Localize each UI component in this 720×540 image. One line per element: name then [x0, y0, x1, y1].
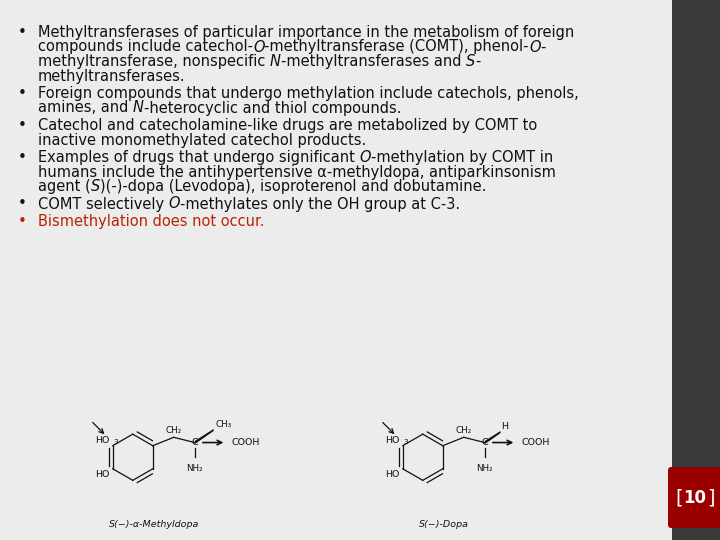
- Polygon shape: [485, 431, 500, 444]
- Text: 3: 3: [114, 438, 118, 444]
- Text: HO: HO: [95, 436, 109, 444]
- Text: compounds include catechol-: compounds include catechol-: [38, 39, 253, 55]
- Text: HO: HO: [385, 470, 400, 479]
- Text: COMT selectively: COMT selectively: [38, 197, 168, 212]
- Text: H: H: [502, 422, 508, 431]
- Text: C: C: [482, 438, 488, 447]
- Text: methyltransferase, nonspecific: methyltransferase, nonspecific: [38, 54, 270, 69]
- Text: S: S: [91, 179, 100, 194]
- Text: Examples of drugs that undergo significant: Examples of drugs that undergo significa…: [38, 150, 359, 165]
- Text: -methyltransferase (COMT), phenol-: -methyltransferase (COMT), phenol-: [264, 39, 529, 55]
- Text: S(−)-α-Methyldopa: S(−)-α-Methyldopa: [109, 520, 199, 529]
- Text: agent (: agent (: [38, 179, 91, 194]
- Text: 3: 3: [404, 438, 408, 444]
- Text: •: •: [18, 197, 27, 212]
- Text: ]: ]: [708, 489, 715, 508]
- Text: •: •: [18, 118, 27, 133]
- Text: •: •: [18, 25, 27, 40]
- Text: Catechol and catecholamine-like drugs are metabolized by COMT to: Catechol and catecholamine-like drugs ar…: [38, 118, 537, 133]
- Text: -methylates only the OH group at C-3.: -methylates only the OH group at C-3.: [180, 197, 460, 212]
- Text: )(-)-dopa (Levodopa), isoproterenol and dobutamine.: )(-)-dopa (Levodopa), isoproterenol and …: [100, 179, 487, 194]
- Text: inactive monomethylated catechol products.: inactive monomethylated catechol product…: [38, 132, 366, 147]
- Text: -methyltransferases and: -methyltransferases and: [281, 54, 466, 69]
- Text: N: N: [133, 100, 144, 116]
- Text: -methylation by COMT in: -methylation by COMT in: [371, 150, 553, 165]
- Text: COOH: COOH: [232, 438, 260, 447]
- Text: Methyltransferases of particular importance in the metabolism of foreign: Methyltransferases of particular importa…: [38, 25, 575, 40]
- Text: amines, and: amines, and: [38, 100, 133, 116]
- Text: [: [: [675, 489, 683, 508]
- Text: C: C: [192, 438, 198, 447]
- Text: CH₃: CH₃: [216, 420, 232, 429]
- Text: Foreign compounds that undergo methylation include catechols, phenols,: Foreign compounds that undergo methylati…: [38, 86, 579, 101]
- Text: CH₂: CH₂: [166, 426, 182, 435]
- Text: 10: 10: [683, 489, 706, 507]
- Text: O: O: [253, 39, 264, 55]
- Text: O: O: [529, 39, 541, 55]
- FancyBboxPatch shape: [668, 467, 720, 528]
- Text: NH₂: NH₂: [186, 463, 203, 472]
- Text: NH₂: NH₂: [477, 463, 493, 472]
- Text: S(−)-Dopa: S(−)-Dopa: [419, 520, 469, 529]
- Text: N: N: [270, 54, 281, 69]
- Text: CH₂: CH₂: [456, 426, 472, 435]
- Text: -: -: [541, 39, 546, 55]
- Text: methyltransferases.: methyltransferases.: [38, 69, 186, 84]
- Text: -: -: [475, 54, 481, 69]
- Text: Bismethylation does not occur.: Bismethylation does not occur.: [38, 214, 264, 229]
- Text: HO: HO: [95, 470, 109, 479]
- Text: S: S: [466, 54, 475, 69]
- Text: O: O: [359, 150, 371, 165]
- Text: •: •: [18, 86, 27, 101]
- Text: -heterocyclic and thiol compounds.: -heterocyclic and thiol compounds.: [144, 100, 402, 116]
- Text: •: •: [18, 150, 27, 165]
- Text: O: O: [168, 197, 180, 212]
- Polygon shape: [194, 429, 214, 444]
- Text: COOH: COOH: [521, 438, 550, 447]
- Text: humans include the antihypertensive α-methyldopa, antiparkinsonism: humans include the antihypertensive α-me…: [38, 165, 556, 179]
- Text: •: •: [18, 214, 27, 229]
- Text: HO: HO: [385, 436, 400, 444]
- Bar: [672, 0, 720, 540]
